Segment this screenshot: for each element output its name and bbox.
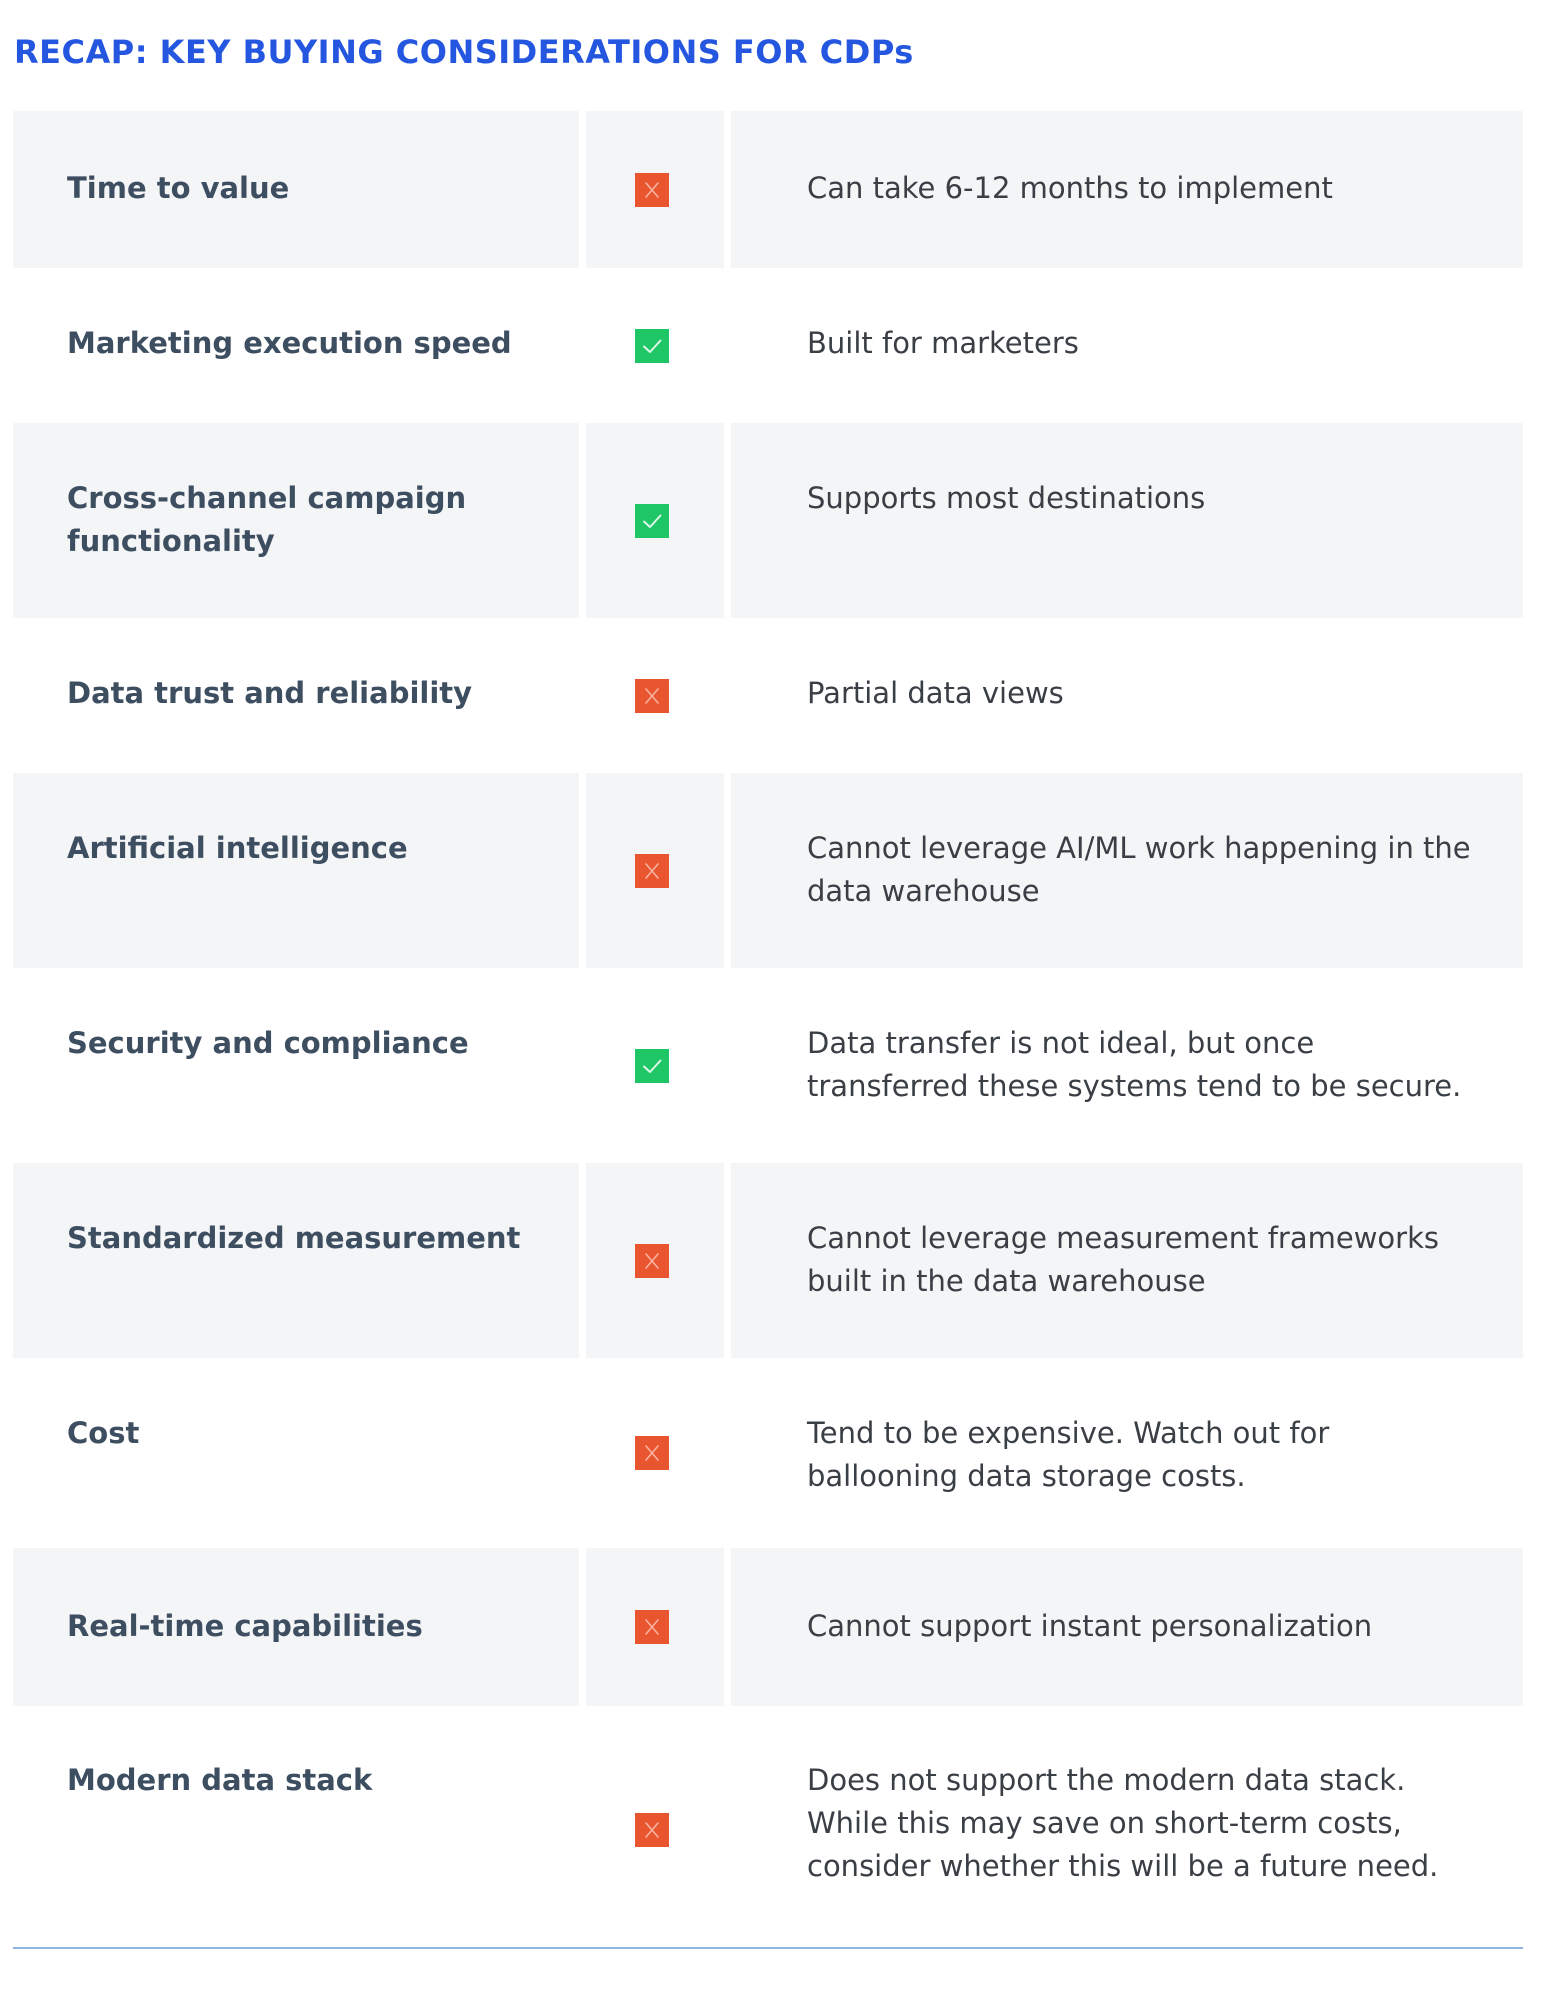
status-cell	[586, 1548, 724, 1706]
check-mark-icon	[635, 503, 669, 538]
considerations-table: Time to value Can take 6-12 months to imp…	[13, 111, 1523, 1954]
status-cell	[586, 1163, 724, 1358]
status-cell	[586, 773, 724, 968]
status-cell	[586, 268, 724, 423]
check-mark-icon	[635, 328, 669, 363]
x-mark-icon	[635, 1436, 669, 1470]
consideration-description: Partial data views	[807, 676, 1064, 710]
consideration-description: Built for marketers	[807, 326, 1079, 360]
table-row: Cross-channel campaign functionality Supp…	[13, 423, 1523, 618]
consideration-description: Supports most destinations	[731, 423, 1523, 618]
consideration-label: Marketing execution speed	[67, 326, 512, 360]
x-mark-icon	[635, 1243, 669, 1278]
table-row: Cost Tend to be expensive. Watch out for …	[13, 1358, 1523, 1548]
x-mark-icon	[635, 853, 669, 888]
consideration-label: Data trust and reliability	[67, 676, 473, 710]
consideration-label: Cross-channel campaign functionality	[13, 423, 579, 618]
divider	[13, 1947, 1523, 1949]
status-cell	[586, 618, 724, 773]
consideration-description: Cannot support instant personalization	[731, 1548, 1523, 1706]
x-mark-icon	[635, 1610, 669, 1644]
x-mark-icon	[635, 1813, 669, 1847]
status-cell	[586, 968, 724, 1163]
consideration-label: Artificial intelligence	[13, 773, 579, 968]
consideration-description: Data transfer is not ideal, but once tra…	[807, 1026, 1462, 1103]
consideration-label: Time to value	[13, 111, 579, 268]
consideration-description: Does not support the modern data stack. …	[807, 1763, 1439, 1883]
consideration-description: Can take 6-12 months to implement	[731, 111, 1523, 268]
table-row: Marketing execution speed Built for marke…	[13, 268, 1523, 423]
consideration-label: Modern data stack	[67, 1763, 373, 1797]
consideration-label: Standardized measurement	[13, 1163, 579, 1358]
x-mark-icon	[635, 172, 669, 207]
consideration-description: Cannot leverage measurement frameworks b…	[731, 1163, 1523, 1358]
table-row: Security and compliance Data transfer is …	[13, 968, 1523, 1163]
consideration-description: Cannot leverage AI/ML work happening in …	[731, 773, 1523, 968]
status-cell	[586, 1358, 724, 1548]
table-row: Standardized measurement Cannot leverage …	[13, 1163, 1523, 1358]
x-mark-icon	[635, 678, 669, 713]
status-cell	[586, 423, 724, 618]
table-row: Real-time capabilities Cannot support ins…	[13, 1548, 1523, 1706]
consideration-label: Cost	[67, 1416, 140, 1450]
consideration-label: Security and compliance	[67, 1026, 469, 1060]
table-row: Modern data stack Does not support the mo…	[13, 1706, 1523, 1954]
consideration-description: Tend to be expensive. Watch out for ball…	[807, 1416, 1330, 1493]
table-row: Data trust and reliability Partial data v…	[13, 618, 1523, 773]
table-row: Time to value Can take 6-12 months to imp…	[13, 111, 1523, 268]
status-cell	[586, 1706, 724, 1954]
status-cell	[586, 111, 724, 268]
table-row: Artificial intelligence Cannot leverage A…	[13, 773, 1523, 968]
check-mark-icon	[635, 1048, 669, 1083]
consideration-label: Real-time capabilities	[13, 1548, 579, 1706]
page-title: RECAP: KEY BUYING CONSIDERATIONS FOR CDP…	[14, 33, 914, 71]
